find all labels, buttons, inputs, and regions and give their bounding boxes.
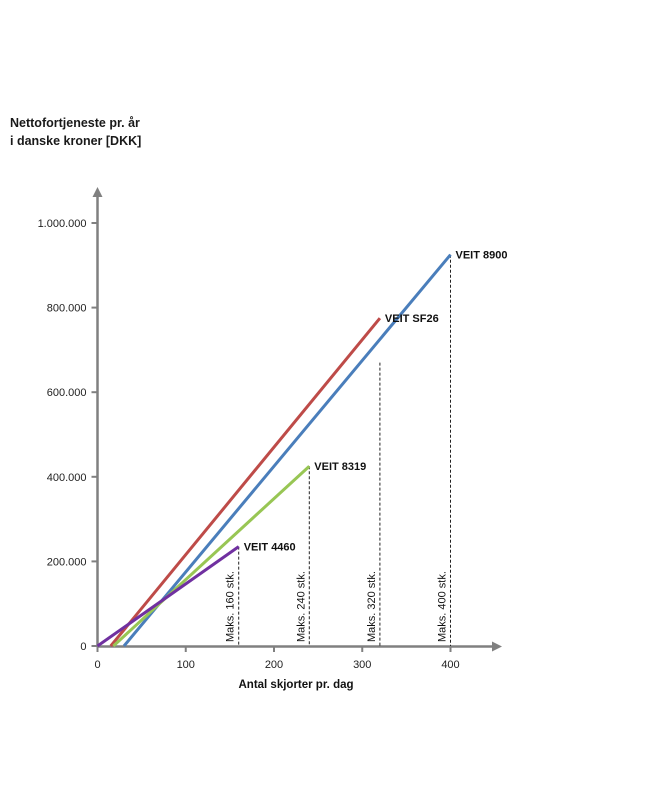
y-tick-label: 0: [80, 641, 86, 653]
y-tick-label: 400.000: [47, 472, 87, 484]
max-capacity-label: Maks. 400 stk.: [437, 571, 449, 642]
y-axis-title-line-2: i danske kroner [DKK]: [10, 134, 142, 148]
y-tick-label: 200.000: [47, 556, 87, 568]
x-tick-label: 200: [265, 659, 283, 671]
series-line: [96, 545, 240, 648]
x-tick-label: 300: [353, 659, 371, 671]
y-axis-title-line-1: Nettofortjeneste pr. år: [10, 116, 140, 130]
x-tick-label: 0: [94, 659, 100, 671]
max-capacity-label: Maks. 240 stk.: [295, 571, 307, 642]
x-tick-label: 400: [441, 659, 459, 671]
y-axis-title: Nettofortjeneste pr. år i danske kroner …: [10, 114, 141, 150]
y-tick-label: 1.000.000: [38, 218, 87, 230]
max-capacity-label: Maks. 320 stk.: [366, 571, 378, 642]
series-label: VEIT SF26: [385, 313, 439, 325]
series-line: [122, 253, 452, 647]
max-capacity-label: Maks. 160 stk.: [225, 571, 237, 642]
series-line: [109, 317, 382, 647]
x-tick-label: 100: [177, 659, 195, 671]
series-label: VEIT 8900: [456, 250, 508, 262]
series-label: VEIT 4460: [244, 542, 296, 554]
series-label: VEIT 8319: [314, 461, 366, 473]
x-axis-title: Antal skjorter pr. dag: [238, 679, 353, 691]
y-tick-label: 800.000: [47, 303, 87, 315]
series-line: [112, 465, 311, 648]
y-tick-label: 600.000: [47, 387, 87, 399]
